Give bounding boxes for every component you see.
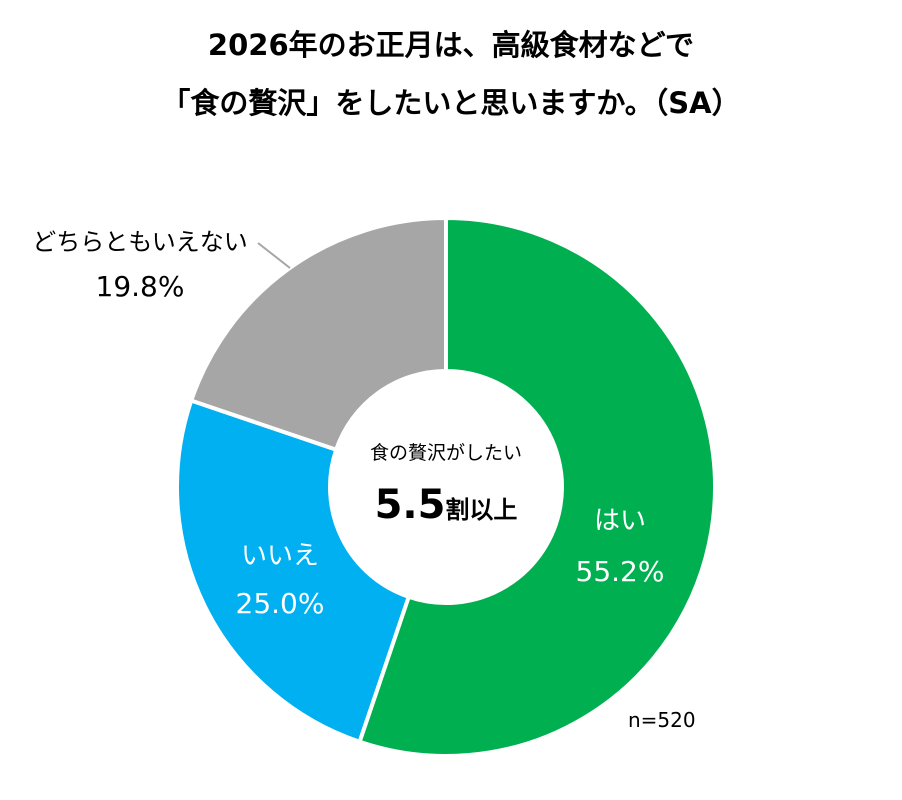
chart-title-line-1: 2026年のお正月は、高級食材などで	[207, 28, 695, 62]
leader-line	[257, 242, 291, 269]
slice-label-yes: はい	[593, 506, 646, 536]
slice-label-neutral: どちらともいえない	[32, 228, 248, 256]
slice-value-no: 25.0%	[235, 587, 325, 620]
slice-value-yes: 55.2%	[575, 555, 665, 588]
center-text-line1: 食の贅沢がしたい	[369, 442, 522, 464]
slice-value-neutral: 19.8%	[95, 270, 185, 303]
center-big-number: 5.5	[374, 482, 446, 528]
center-text-big: 5.5割以上	[346, 482, 546, 528]
donut-slice-0	[357, 215, 717, 758]
donut-slice-2	[188, 215, 448, 453]
chart-title-line-2: 「食の贅沢」をしたいと思いますか。（SA）	[161, 86, 741, 120]
sample-size-note: n=520	[628, 708, 696, 732]
slice-label-no: いいえ	[240, 541, 319, 571]
center-suffix: 割以上	[445, 496, 518, 524]
donut-slice-1	[175, 398, 412, 745]
